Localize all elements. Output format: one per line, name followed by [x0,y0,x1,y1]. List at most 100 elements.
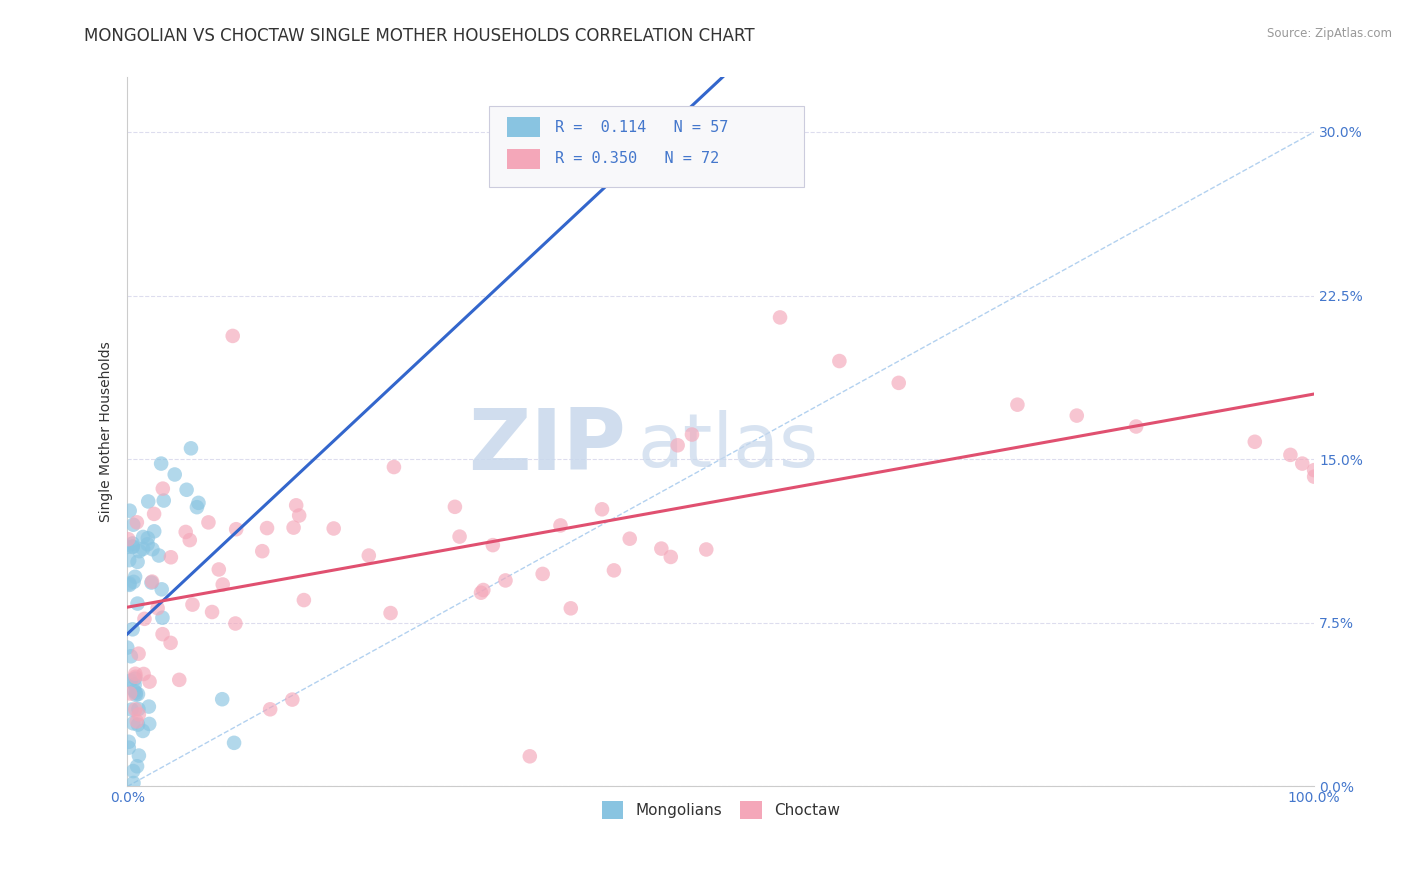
Point [121,623,143,637]
Point [120,686,142,700]
FancyBboxPatch shape [508,117,540,137]
Point [125,759,148,773]
Point [181,598,204,612]
Point [122,764,145,778]
Point [152,493,174,508]
Legend: Mongolians, Choctaw: Mongolians, Choctaw [595,795,846,825]
Point [710,158,733,172]
Point [134,612,156,626]
Point [211,692,233,706]
Point [1303,469,1326,483]
Point [128,647,150,661]
Point [160,550,183,565]
Point [143,524,166,539]
Point [288,508,311,523]
Text: atlas: atlas [637,409,818,483]
Point [167,673,190,687]
Point [121,536,143,550]
Point [174,524,197,539]
Point [138,699,160,714]
Point [122,574,145,589]
Point [681,427,703,442]
Point [120,673,142,688]
Point [127,555,149,569]
Point [222,329,245,343]
Text: MONGOLIAN VS CHOCTAW SINGLE MOTHER HOUSEHOLDS CORRELATION CHART: MONGOLIAN VS CHOCTAW SINGLE MOTHER HOUSE… [84,27,755,45]
Point [132,530,155,544]
Point [118,576,141,591]
Point [152,627,174,641]
Point [176,483,198,497]
Point [1007,398,1029,412]
Y-axis label: Single Mother Households: Single Mother Households [100,342,114,523]
Point [136,531,159,545]
Point [124,672,146,686]
Point [150,582,173,597]
Text: Source: ZipAtlas.com: Source: ZipAtlas.com [1267,27,1392,40]
Point [124,684,146,698]
Point [495,574,517,588]
Point [1303,463,1326,477]
Point [222,736,245,750]
Point [256,521,278,535]
Point [121,702,143,716]
Point [148,549,170,563]
Point [159,636,181,650]
Point [292,593,315,607]
Point [117,640,139,655]
Point [259,702,281,716]
Point [283,520,305,534]
Point [382,460,405,475]
Text: ZIP: ZIP [468,405,626,488]
Point [201,605,224,619]
Point [560,601,582,615]
Point [482,538,505,552]
Point [121,540,143,554]
Point [132,723,155,738]
Point [472,582,495,597]
Point [141,575,163,590]
Point [118,504,141,518]
Point [208,562,231,576]
Point [122,776,145,790]
Point [138,717,160,731]
Point [152,610,174,624]
Point [152,482,174,496]
Point [124,570,146,584]
Point [179,533,201,548]
Point [118,735,141,749]
Point [591,502,613,516]
Point [163,467,186,482]
Point [146,601,169,615]
Point [470,585,492,599]
Point [659,549,682,564]
Point [252,544,274,558]
Point [666,438,689,452]
Point [281,692,304,706]
Point [322,521,344,535]
Point [695,542,717,557]
Point [127,687,149,701]
Point [125,686,148,700]
Point [124,678,146,692]
FancyBboxPatch shape [489,106,804,187]
Point [125,688,148,702]
Point [117,532,139,546]
Point [380,606,402,620]
Text: R =  0.114   N = 57: R = 0.114 N = 57 [554,120,728,135]
Point [127,702,149,716]
Point [125,714,148,729]
Point [124,670,146,684]
Point [117,540,139,554]
Point [1279,448,1302,462]
Point [187,496,209,510]
Point [769,310,792,325]
Point [1243,434,1265,449]
Point [120,649,142,664]
Point [118,740,141,755]
Point [118,553,141,567]
Point [136,537,159,551]
Point [143,507,166,521]
Point [550,518,572,533]
Text: R = 0.350   N = 72: R = 0.350 N = 72 [554,152,718,167]
